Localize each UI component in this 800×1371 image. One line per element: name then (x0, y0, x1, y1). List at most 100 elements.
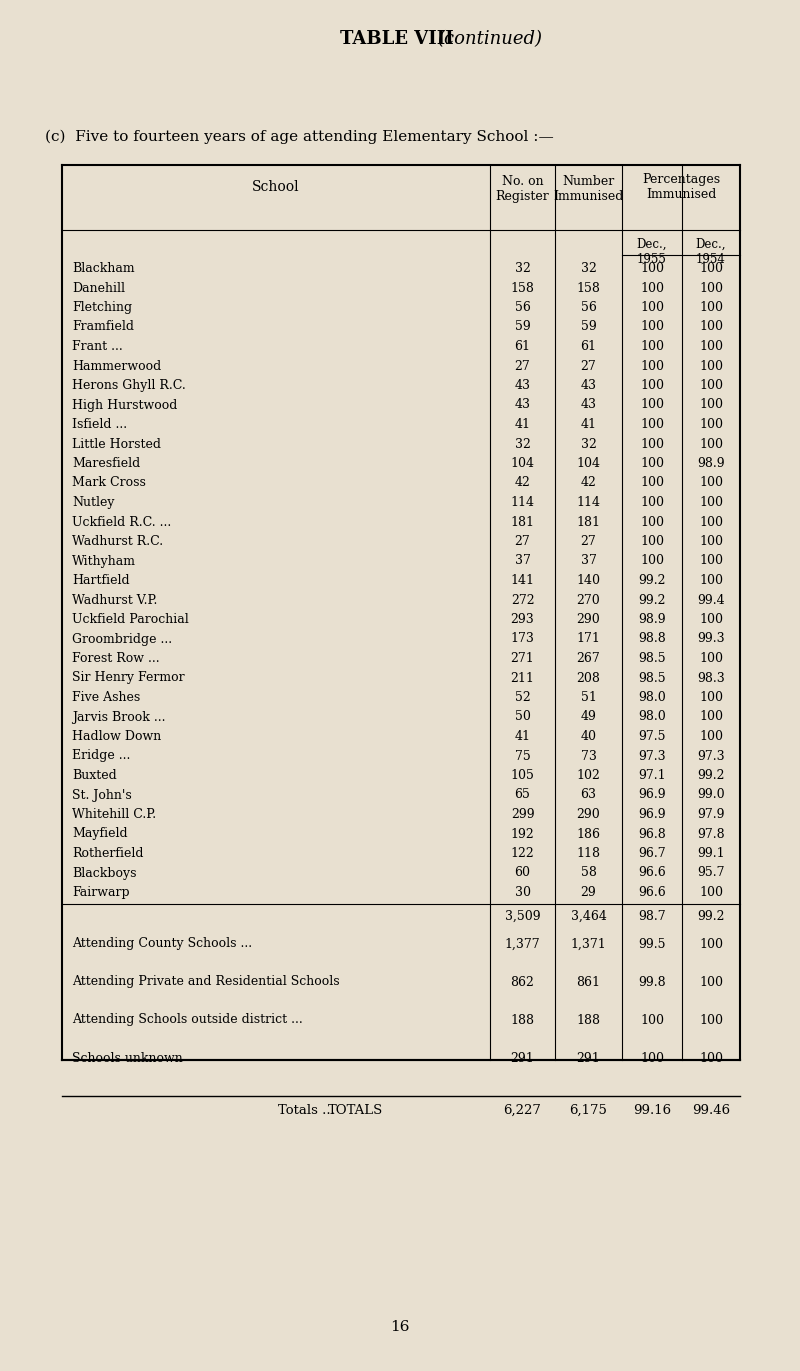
Text: 32: 32 (514, 437, 530, 451)
Text: 43: 43 (514, 399, 530, 411)
Text: 97.5: 97.5 (638, 729, 666, 743)
Text: 293: 293 (510, 613, 534, 627)
Text: 100: 100 (640, 359, 664, 373)
Text: 100: 100 (699, 378, 723, 392)
Text: 208: 208 (577, 672, 601, 684)
Text: 192: 192 (510, 828, 534, 840)
Text: Fletching: Fletching (72, 302, 132, 314)
Text: Schools unknown: Schools unknown (72, 1052, 182, 1064)
Text: 100: 100 (640, 262, 664, 276)
Text: 99.2: 99.2 (638, 594, 666, 606)
Text: 27: 27 (514, 359, 530, 373)
Text: 98.7: 98.7 (638, 909, 666, 923)
Text: Nutley: Nutley (72, 496, 114, 509)
Text: 267: 267 (577, 653, 600, 665)
Text: Wadhurst V.P.: Wadhurst V.P. (72, 594, 158, 606)
Text: 100: 100 (640, 378, 664, 392)
Text: 52: 52 (514, 691, 530, 703)
Text: 100: 100 (640, 418, 664, 430)
Text: 100: 100 (699, 399, 723, 411)
Text: Maresfield: Maresfield (72, 457, 140, 470)
Text: 99.5: 99.5 (638, 938, 666, 950)
Text: 100: 100 (699, 729, 723, 743)
Text: 100: 100 (699, 302, 723, 314)
Text: Withyham: Withyham (72, 554, 136, 568)
Text: 181: 181 (577, 515, 601, 528)
Text: Attending County Schools ...: Attending County Schools ... (72, 938, 252, 950)
Text: Dec.,
1955: Dec., 1955 (637, 239, 667, 266)
Text: Forest Row ...: Forest Row ... (72, 653, 160, 665)
Text: 100: 100 (640, 554, 664, 568)
Text: Mark Cross: Mark Cross (72, 477, 146, 489)
Text: 99.8: 99.8 (638, 976, 666, 988)
Text: 186: 186 (577, 828, 601, 840)
Text: 6,175: 6,175 (570, 1104, 607, 1116)
Text: 100: 100 (699, 574, 723, 587)
Text: 104: 104 (510, 457, 534, 470)
Text: 43: 43 (581, 399, 597, 411)
Text: 100: 100 (699, 653, 723, 665)
Text: 271: 271 (510, 653, 534, 665)
Text: 41: 41 (514, 418, 530, 430)
Text: Hartfield: Hartfield (72, 574, 130, 587)
Text: 98.0: 98.0 (638, 710, 666, 724)
Text: Rotherfield: Rotherfield (72, 847, 143, 860)
Text: 98.9: 98.9 (638, 613, 666, 627)
Text: Little Horsted: Little Horsted (72, 437, 161, 451)
Text: 171: 171 (577, 632, 601, 646)
Text: 100: 100 (699, 691, 723, 703)
Text: 6,227: 6,227 (503, 1104, 542, 1116)
Text: 100: 100 (699, 359, 723, 373)
Text: 100: 100 (640, 496, 664, 509)
Text: 290: 290 (577, 613, 600, 627)
Text: 99.0: 99.0 (697, 788, 725, 802)
Text: 100: 100 (699, 710, 723, 724)
Text: 100: 100 (699, 262, 723, 276)
Text: St. John's: St. John's (72, 788, 132, 802)
Text: 99.2: 99.2 (698, 909, 725, 923)
Text: 43: 43 (514, 378, 530, 392)
Text: 42: 42 (581, 477, 597, 489)
Text: 97.3: 97.3 (697, 750, 725, 762)
Text: Buxted: Buxted (72, 769, 117, 781)
Text: 42: 42 (514, 477, 530, 489)
Text: 41: 41 (514, 729, 530, 743)
Text: 98.9: 98.9 (697, 457, 725, 470)
Text: Danehill: Danehill (72, 281, 125, 295)
Text: 290: 290 (577, 808, 600, 821)
Text: 63: 63 (581, 788, 597, 802)
Text: 51: 51 (581, 691, 597, 703)
Text: 100: 100 (699, 437, 723, 451)
Text: 43: 43 (581, 378, 597, 392)
Text: 188: 188 (577, 1013, 601, 1027)
Text: 99.4: 99.4 (697, 594, 725, 606)
Text: 100: 100 (640, 281, 664, 295)
Text: High Hurstwood: High Hurstwood (72, 399, 178, 411)
Text: 27: 27 (581, 535, 596, 548)
Text: 100: 100 (699, 340, 723, 352)
Text: 181: 181 (510, 515, 534, 528)
Text: Number
Immunised: Number Immunised (554, 175, 624, 203)
Text: 100: 100 (640, 515, 664, 528)
Text: 100: 100 (699, 554, 723, 568)
Text: 100: 100 (640, 321, 664, 333)
Text: 100: 100 (699, 477, 723, 489)
Text: 1,377: 1,377 (505, 938, 540, 950)
Text: Eridge ...: Eridge ... (72, 750, 130, 762)
Text: 96.9: 96.9 (638, 788, 666, 802)
Text: 105: 105 (510, 769, 534, 781)
Text: 98.3: 98.3 (697, 672, 725, 684)
Text: Hadlow Down: Hadlow Down (72, 729, 162, 743)
Text: 37: 37 (581, 554, 597, 568)
Text: 100: 100 (699, 496, 723, 509)
Text: 100: 100 (699, 281, 723, 295)
Text: 100: 100 (640, 399, 664, 411)
Text: Sir Henry Fermor: Sir Henry Fermor (72, 672, 185, 684)
Text: 99.1: 99.1 (697, 847, 725, 860)
Text: 100: 100 (699, 886, 723, 899)
Text: 100: 100 (699, 1052, 723, 1064)
Text: 102: 102 (577, 769, 601, 781)
Text: 100: 100 (699, 613, 723, 627)
Text: 100: 100 (699, 976, 723, 988)
Text: 100: 100 (640, 437, 664, 451)
